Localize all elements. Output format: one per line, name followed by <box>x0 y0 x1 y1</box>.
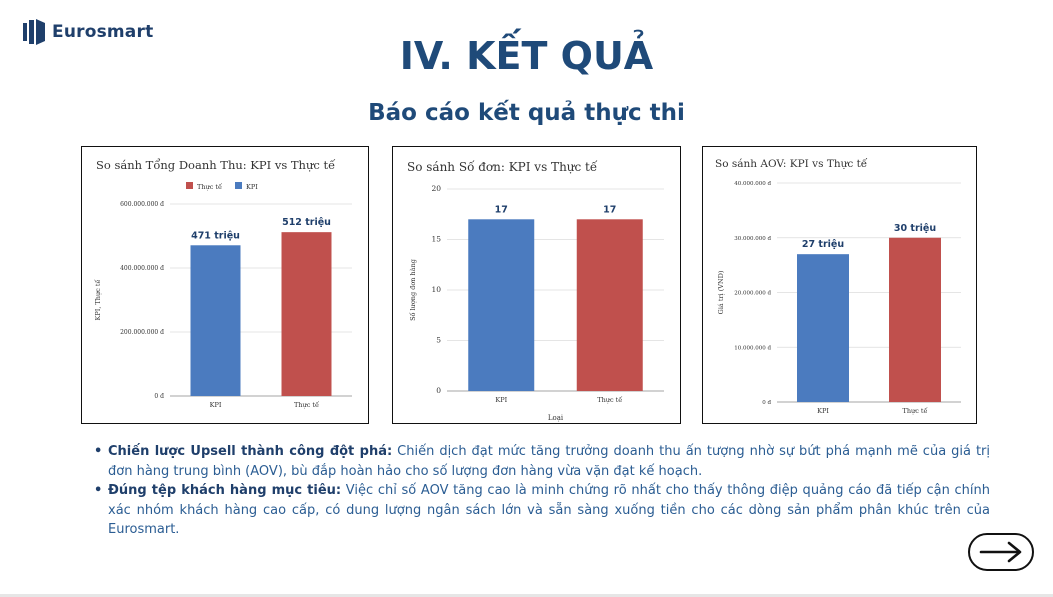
y-tick-label: 20 <box>431 184 441 193</box>
page-subtitle: Báo cáo kết quả thực thi <box>368 100 685 126</box>
data-label: 30 triệu <box>894 223 936 234</box>
y-axis-label: Số lượng đơn hàng <box>408 259 417 321</box>
insights-list: Chiến lược Upsell thành công đột phá: Ch… <box>92 442 990 540</box>
arrow-right-icon <box>979 541 1022 563</box>
brand-name: Eurosmart <box>52 22 154 42</box>
insight-text: Chiến dịch đạt mức tăng trưởng doanh thu… <box>108 444 991 479</box>
legend-label-actual: Thực tế <box>197 182 223 191</box>
y-tick-label: 200.000.000 đ <box>120 329 164 336</box>
orders-chart-svg: So sánh Số đơn: KPI vs Thực tế 0 5 10 15 20 S… <box>407 159 664 422</box>
y-tick-label: 15 <box>431 235 441 244</box>
y-tick-label: 600.000.000 đ <box>120 201 164 208</box>
bar-thực-tế <box>889 237 941 402</box>
x-tick-label: KPI <box>817 407 829 415</box>
bar-thực-tế <box>281 232 332 396</box>
data-label: 17 <box>495 204 508 215</box>
data-label: 17 <box>603 204 616 215</box>
y-tick-label: 10 <box>431 285 441 294</box>
y-axis-label: KPI, Thực tế <box>93 279 102 321</box>
data-label: 471 triệu <box>191 230 240 241</box>
y-tick-label: 40.000.000 đ <box>734 181 771 187</box>
aov-chart: So sánh AOV: KPI vs Thực tế 0 đ 10.000.00… <box>702 146 977 424</box>
insight-upsell: Chiến lược Upsell thành công đột phá: Ch… <box>94 442 991 481</box>
legend-swatch-actual <box>186 182 193 189</box>
chart-title: So sánh Tổng Doanh Thu: KPI vs Thực tế <box>96 158 336 172</box>
plot-area: 0 đ 200.000.000 đ 400.000.000 đ 600.000.000… <box>93 201 352 409</box>
x-tick-label: Thực tế <box>597 395 623 404</box>
bottom-divider <box>0 594 1053 597</box>
logo-icon <box>23 19 45 45</box>
next-button[interactable] <box>968 533 1034 571</box>
insight-heading: Đúng tệp khách hàng mục tiêu: <box>108 483 342 498</box>
insight-heading: Chiến lược Upsell thành công đột phá: <box>108 444 393 459</box>
y-tick-label: 5 <box>436 336 441 345</box>
x-tick-label: Thực tế <box>902 406 928 415</box>
y-tick-label: 0 đ <box>154 393 164 400</box>
bar-kpi <box>190 245 241 396</box>
revenue-chart: So sánh Tổng Doanh Thu: KPI vs Thực tế T… <box>81 146 369 424</box>
page-title: IV. KẾT QUẢ <box>399 34 654 78</box>
insight-text: Việc chỉ số AOV tăng cao là minh chứng r… <box>108 483 991 537</box>
y-tick-label: 30.000.000 đ <box>734 236 771 242</box>
data-label: 27 triệu <box>802 239 844 250</box>
chart-title: So sánh Số đơn: KPI vs Thực tế <box>407 159 598 174</box>
y-tick-label: 0 <box>436 386 441 395</box>
aov-chart-svg: So sánh AOV: KPI vs Thực tế 0 đ 10.000.00… <box>715 157 961 415</box>
plot-area: 0 đ 10.000.000 đ 20.000.000 đ 30.000.000 đ 4… <box>717 181 961 415</box>
y-tick-label: 20.000.000 đ <box>734 291 771 297</box>
insight-target: Đúng tệp khách hàng mục tiêu: Việc chỉ s… <box>94 481 991 540</box>
bar-thực-tế <box>576 219 643 391</box>
bar-kpi <box>797 254 849 402</box>
y-tick-label: 400.000.000 đ <box>120 265 164 272</box>
x-tick-label: Thực tế <box>294 400 320 409</box>
bar-kpi <box>468 219 535 391</box>
legend-label-kpi: KPI <box>246 183 258 191</box>
x-axis-label: Loại <box>548 414 564 422</box>
y-tick-label: 0 đ <box>762 400 771 406</box>
x-tick-label: KPI <box>210 401 222 409</box>
brand-logo: Eurosmart <box>22 18 153 46</box>
data-label: 512 triệu <box>282 217 331 228</box>
chart-title: So sánh AOV: KPI vs Thực tế <box>715 157 868 170</box>
legend-swatch-kpi <box>235 182 242 189</box>
y-axis-label: Giá trị (VND) <box>717 270 725 314</box>
y-tick-label: 10.000.000 đ <box>734 345 771 351</box>
plot-area: 0 5 10 15 20 Số lượng đơn hàng Loại 17 KPI 17 Thực… <box>408 184 664 422</box>
revenue-chart-svg: So sánh Tổng Doanh Thu: KPI vs Thực tế T… <box>93 158 352 409</box>
x-tick-label: KPI <box>495 396 507 404</box>
orders-chart: So sánh Số đơn: KPI vs Thực tế 0 5 10 15 20 S… <box>392 146 681 424</box>
